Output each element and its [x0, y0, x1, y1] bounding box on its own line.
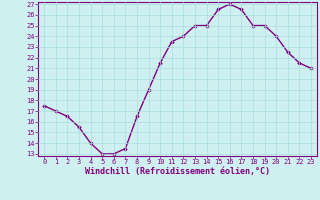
X-axis label: Windchill (Refroidissement éolien,°C): Windchill (Refroidissement éolien,°C)	[85, 167, 270, 176]
